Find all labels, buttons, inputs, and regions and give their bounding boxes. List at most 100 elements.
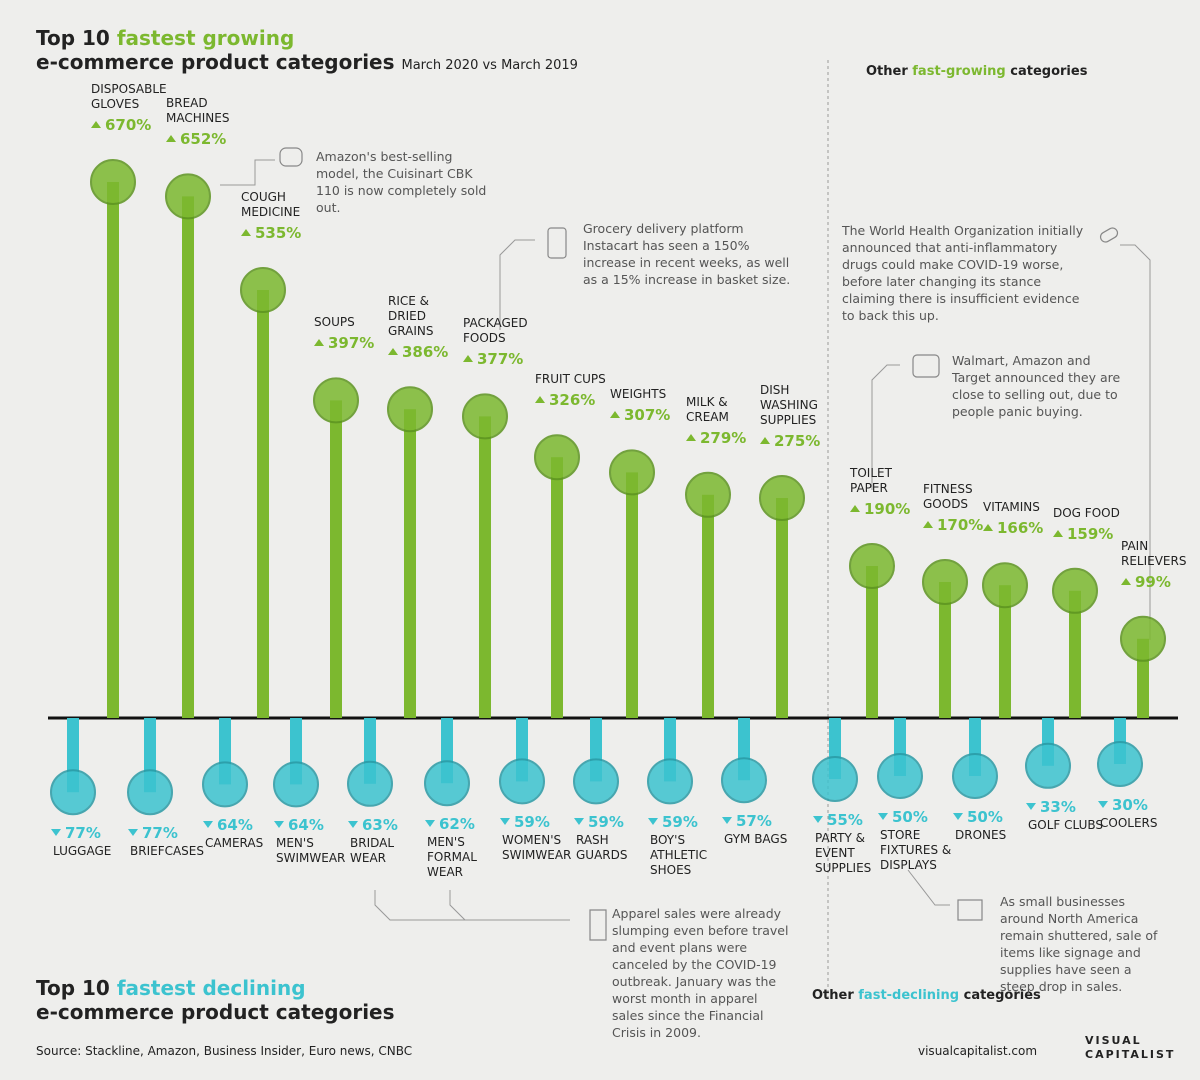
annotation: The World Health Organization initially … — [842, 223, 1084, 323]
value-label: 397% — [314, 334, 374, 352]
stem — [330, 400, 342, 718]
logo-text: VISUAL — [1085, 1034, 1142, 1047]
value-label: 59% — [574, 813, 624, 831]
marker-dot — [1052, 567, 1098, 614]
title-text: e-commerce product categories — [36, 1000, 395, 1024]
marker-dot — [50, 769, 96, 816]
value-label: 190% — [850, 500, 910, 518]
annotation: Amazon's best-selling model, the Cuisina… — [316, 149, 487, 215]
value-label: 159% — [1053, 525, 1113, 543]
marker-dot — [424, 760, 470, 807]
category-label: FRUIT CUPS — [535, 372, 606, 387]
value-label: 50% — [878, 808, 928, 826]
marker-dot — [499, 758, 545, 805]
marker-dot — [534, 434, 580, 481]
stem — [1069, 590, 1081, 718]
heading-text: Other — [866, 64, 908, 79]
category-label: STORE FIXTURES & DISPLAYS — [880, 828, 952, 872]
category-label: WEIGHTS — [610, 387, 667, 402]
value-label: 62% — [425, 815, 475, 833]
value-label: 59% — [648, 813, 698, 831]
heading-text: categories — [1010, 64, 1088, 79]
title-top: Top 10 fastest growing e-commerce produc… — [36, 26, 578, 78]
category-label: MILK & CREAM — [686, 394, 729, 424]
value-label: 64% — [274, 816, 324, 834]
marker-dot — [313, 377, 359, 424]
category-label: BREAD MACHINES — [166, 96, 230, 126]
stem — [999, 585, 1011, 718]
value-label: 55% — [813, 811, 863, 829]
marker-dot — [922, 559, 968, 605]
marker-dot — [1097, 741, 1143, 787]
title-text: Top 10 — [36, 26, 110, 50]
title-highlight: fastest growing — [116, 26, 295, 50]
marker-dot — [387, 386, 433, 433]
connector — [1120, 244, 1151, 640]
value-label: 63% — [348, 816, 398, 834]
annotation: As small businesses around North America… — [1000, 894, 1158, 994]
category-label: GOLF CLUBS — [1028, 817, 1104, 832]
value-label: 59% — [500, 813, 550, 831]
marker-dot — [165, 173, 211, 220]
title-bottom: Top 10 fastest declining e-commerce prod… — [36, 976, 395, 1024]
stem — [626, 472, 638, 718]
value-label: 670% — [91, 116, 151, 134]
value-label: 50% — [953, 808, 1003, 826]
category-label: PAIN RELIEVERS — [1121, 538, 1187, 568]
category-label: PARTY & EVENT SUPPLIES — [815, 831, 872, 875]
other-growing-heading: Other fast-growing categories — [866, 64, 1087, 79]
value-label: 166% — [983, 519, 1043, 537]
title-text: e-commerce product categories — [36, 50, 395, 74]
marker-dot — [202, 761, 248, 808]
category-label: LUGGAGE — [53, 844, 112, 859]
stem — [404, 409, 416, 718]
stem — [939, 582, 951, 718]
stem — [776, 498, 788, 718]
marker-dot — [1025, 742, 1071, 789]
marker-dot — [273, 761, 319, 808]
category-label: MEN'S SWIMWEAR — [276, 836, 346, 866]
stem — [257, 290, 269, 718]
marker-dot — [347, 760, 393, 807]
category-label: RICE & DRIED GRAINS — [388, 294, 434, 339]
category-label: FITNESS GOODS — [923, 482, 973, 511]
category-label: DISPOSABLE GLOVES — [91, 82, 167, 111]
value-label: 99% — [1121, 573, 1171, 591]
category-label: RASH GUARDS — [576, 833, 628, 863]
marker-dot — [759, 475, 805, 521]
stem — [182, 196, 194, 718]
value-label: 77% — [51, 824, 101, 842]
category-label: GYM BAGS — [724, 832, 788, 847]
marker-dot — [849, 543, 895, 589]
value-label: 377% — [463, 350, 523, 368]
title-highlight: fastest declining — [116, 976, 306, 1000]
category-label: BRIDAL WEAR — [350, 835, 395, 865]
connector — [499, 239, 535, 330]
category-label: DOG FOOD — [1053, 505, 1120, 520]
stem — [702, 494, 714, 718]
logo-text: CAPITALIST — [1085, 1048, 1176, 1061]
value-label: 170% — [923, 516, 983, 534]
annotation: Apparel sales were already slumping even… — [612, 906, 789, 1040]
marker-dot — [573, 758, 619, 805]
category-label: VITAMINS — [983, 500, 1040, 515]
value-label: 386% — [388, 343, 448, 361]
value-label: 326% — [535, 391, 595, 409]
value-label: 279% — [686, 429, 746, 447]
heading-text: categories — [963, 988, 1041, 1003]
marker-dot — [952, 753, 998, 799]
stem — [107, 182, 119, 718]
source: Source: Stackline, Amazon, Business Insi… — [36, 1044, 413, 1058]
connector — [374, 890, 570, 921]
value-label: 535% — [241, 224, 301, 242]
stem — [479, 416, 491, 718]
marker-dot — [685, 471, 731, 518]
stem — [551, 457, 563, 718]
category-label: WOMEN'S SWIMWEAR — [502, 833, 572, 863]
category-label: SOUPS — [314, 315, 355, 330]
connector — [220, 159, 275, 186]
other-declining-heading: Other fast-declining categories — [812, 988, 1041, 1003]
category-label: DRONES — [955, 828, 1007, 842]
category-label: DISH WASHING SUPPLIES — [760, 383, 818, 427]
